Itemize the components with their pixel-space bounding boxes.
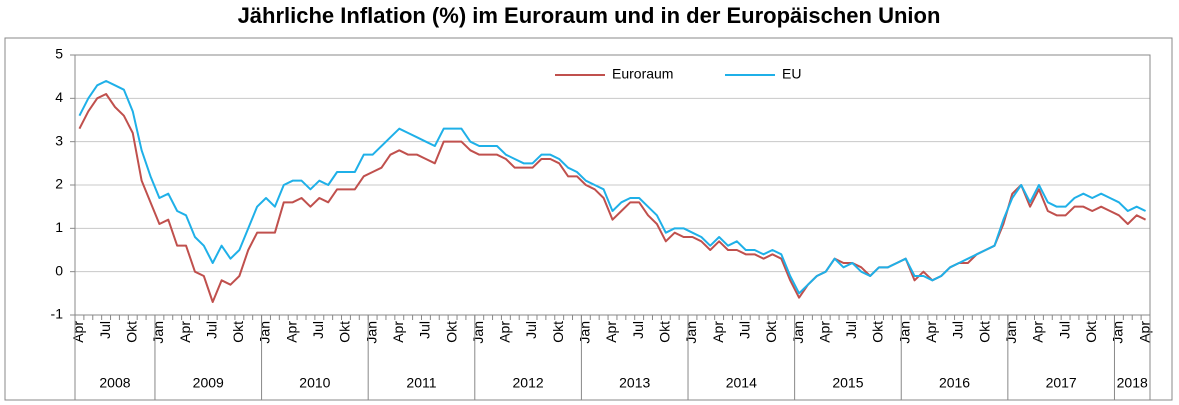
x-tick-label: Jul [310, 321, 326, 339]
x-tick-label: Jan [257, 321, 273, 344]
x-tick-label: Okt [1083, 321, 1099, 343]
year-label: 2012 [513, 375, 544, 391]
year-label: 2010 [299, 375, 330, 391]
y-tick-label: 2 [55, 176, 63, 192]
x-tick-label: Jan [896, 321, 912, 344]
x-tick-label: Jan [790, 321, 806, 344]
x-tick-label: Apr [177, 321, 193, 343]
x-tick-label: Jul [736, 321, 752, 339]
x-tick-label: Okt [123, 321, 139, 343]
x-tick-label: Jul [630, 321, 646, 339]
x-tick-label: Apr [497, 321, 513, 343]
x-tick-label: Okt [657, 321, 673, 343]
x-tick-label: Apr [283, 321, 299, 343]
y-tick-label: 3 [55, 132, 63, 148]
year-label: 2018 [1117, 375, 1148, 391]
x-tick-label: Okt [870, 321, 886, 343]
year-label: 2014 [726, 375, 757, 391]
x-tick-label: Jul [1056, 321, 1072, 339]
x-tick-label: Apr [1030, 321, 1046, 343]
x-tick-label: Jan [363, 321, 379, 344]
y-tick-label: 5 [55, 46, 63, 62]
x-tick-label: Jul [203, 321, 219, 339]
year-label: 2011 [406, 375, 436, 391]
x-tick-label: Jul [97, 321, 113, 339]
x-tick-label: Okt [230, 321, 246, 343]
chart-frame [4, 37, 1173, 401]
x-tick-label: Jul [843, 321, 859, 339]
x-tick-label: Jan [1003, 321, 1019, 344]
series-line [78, 80, 1146, 295]
x-tick-label: Apr [816, 321, 832, 343]
chart-title: Jährliche Inflation (%) im Euroraum und … [238, 3, 941, 28]
year-label: 2013 [619, 375, 650, 391]
x-tick-label: Jul [950, 321, 966, 339]
x-tick-label: Okt [337, 321, 353, 343]
x-tick-label: Okt [550, 321, 566, 343]
y-tick-label: 0 [55, 262, 63, 278]
year-label: 2008 [99, 375, 130, 391]
year-label: 2015 [832, 375, 863, 391]
y-tick-label: 1 [55, 219, 63, 235]
year-label: 2017 [1046, 375, 1077, 391]
x-tick-label: Jan [1110, 321, 1126, 344]
x-tick-label: Jan [577, 321, 593, 344]
x-tick-label: Apr [710, 321, 726, 343]
legend-label: EU [782, 66, 801, 82]
y-tick-label: 4 [55, 89, 63, 105]
x-tick-label: Jul [523, 321, 539, 339]
x-tick-label: Okt [763, 321, 779, 343]
legend-label: Euroraum [612, 66, 673, 82]
x-tick-label: Apr [923, 321, 939, 343]
x-tick-label: Okt [443, 321, 459, 343]
x-tick-label: Apr [1136, 321, 1152, 343]
year-label: 2009 [193, 375, 224, 391]
y-tick-label: -1 [51, 306, 64, 322]
x-tick-label: Jan [470, 321, 486, 344]
x-tick-label: Apr [70, 321, 86, 343]
x-tick-label: Okt [976, 321, 992, 343]
x-tick-label: Jul [417, 321, 433, 339]
series-line [78, 93, 1146, 303]
x-tick-label: Jan [150, 321, 166, 344]
x-tick-label: Apr [603, 321, 619, 343]
x-tick-label: Apr [390, 321, 406, 343]
plot-frame [74, 54, 1151, 316]
year-label: 2016 [939, 375, 970, 391]
x-tick-label: Jan [683, 321, 699, 344]
